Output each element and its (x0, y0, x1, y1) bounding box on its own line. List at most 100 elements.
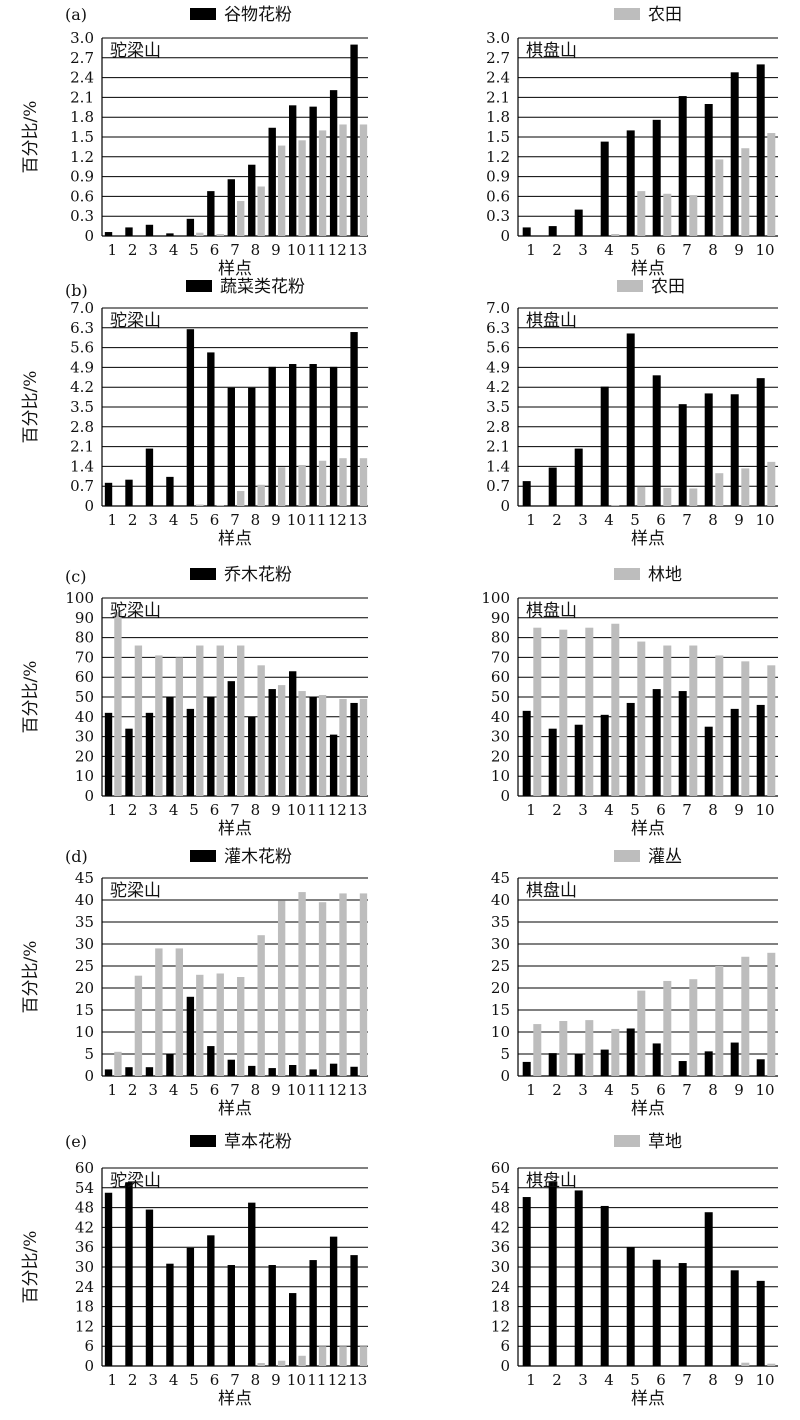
chart-3-legend-swatch (186, 280, 212, 292)
chart-2-xtick-label: 9 (734, 241, 744, 259)
chart-2-ytick-label: 0 (500, 227, 510, 245)
chart-7-ytick-label: 35 (75, 913, 94, 931)
chart-9-x-axis-label: 样点 (218, 1389, 252, 1409)
chart-10-bar-pollen (652, 1259, 661, 1366)
chart-8-ytick-label: 15 (491, 1001, 510, 1019)
chart-7-bar-pollen (145, 1067, 154, 1076)
chart-4-ytick-label: 0.7 (486, 477, 510, 495)
chart-3-xtick-label: 2 (128, 511, 138, 529)
chart-3-bar-pollen (350, 332, 358, 506)
chart-3-bar-pollen (289, 364, 297, 506)
chart-5-xtick-label: 3 (148, 801, 158, 819)
chart-6-bar-pollen (756, 704, 765, 796)
chart-1-xtick-label: 1 (107, 241, 117, 259)
chart-3-panel-label: (b) (65, 281, 88, 300)
chart-6-xtick-label: 3 (578, 801, 588, 819)
chart-1-bar-pollen (350, 44, 358, 236)
chart-8-bar-pollen (626, 1028, 635, 1076)
chart-10-ytick-label: 12 (491, 1317, 510, 1335)
chart-6-bar-vegetation (637, 641, 646, 796)
chart-5-y-axis-label: 百分比/% (21, 661, 41, 734)
chart-3-ytick-label: 5.6 (70, 339, 94, 357)
chart-2-xtick-label: 2 (552, 241, 562, 259)
chart-6-ytick-label: 60 (491, 668, 510, 686)
chart-2-bar-pollen (600, 141, 609, 236)
chart-6-ytick-label: 40 (491, 708, 510, 726)
chart-7-xtick-label: 7 (230, 1081, 240, 1099)
chart-5-bar-vegetation (155, 655, 163, 796)
chart-5-xtick-label: 2 (128, 801, 138, 819)
chart-7-bar-vegetation (277, 900, 286, 1076)
chart-5-xtick-label: 11 (307, 801, 326, 819)
chart-5-bar-pollen (145, 712, 154, 796)
chart-5-ytick-label: 80 (75, 629, 94, 647)
chart-1-bar-vegetation (257, 186, 265, 236)
chart-8-bar-pollen (522, 1061, 531, 1076)
chart-1-ytick-label: 1.8 (70, 108, 94, 126)
chart-8-bar-vegetation (559, 1021, 568, 1076)
chart-6-bar-vegetation (767, 665, 776, 796)
chart-2-legend-swatch (614, 8, 640, 20)
chart-3-ytick-label: 6.3 (70, 319, 94, 337)
chart-4-ytick-label: 2.8 (486, 418, 510, 436)
chart-10-bar-pollen (574, 1190, 583, 1366)
chart-1-x-axis-label: 样点 (218, 259, 252, 279)
chart-3-xtick-label: 4 (169, 511, 179, 529)
chart-3-ytick-label: 0 (84, 497, 94, 515)
chart-2-bar-pollen (678, 96, 687, 236)
chart-2-ytick-label: 0.3 (486, 207, 510, 225)
chart-1-xtick-label: 5 (189, 241, 199, 259)
chart-4-legend-label: 农田 (651, 277, 685, 297)
chart-2-bar-pollen (704, 104, 713, 236)
chart-8-xtick-label: 3 (578, 1081, 588, 1099)
chart-4-bar-vegetation (663, 487, 672, 506)
chart-10-legend-label: 草地 (648, 1132, 682, 1152)
chart-1-xtick-label: 8 (251, 241, 261, 259)
chart-1-bar-vegetation (216, 234, 224, 236)
chart-10-bar-pollen (522, 1197, 531, 1366)
chart-7-ytick-label: 0 (84, 1067, 94, 1085)
chart-6-legend-label: 林地 (648, 565, 682, 585)
chart-10-ytick-label: 24 (491, 1278, 510, 1296)
chart-1-y-axis-label: 百分比/% (21, 101, 41, 174)
chart-3-bar-pollen (186, 329, 195, 506)
chart-7-legend-swatch (190, 850, 216, 862)
chart-2-xtick-label: 5 (630, 241, 640, 259)
chart-9-legend-label: 草本花粉 (224, 1132, 292, 1152)
chart-2-bar-vegetation (611, 234, 620, 236)
chart-8-ytick-label: 5 (500, 1045, 510, 1063)
chart-3-ytick-label: 2.8 (70, 418, 94, 436)
chart-9-bar-vegetation (257, 1363, 265, 1366)
chart-9-bar-pollen (166, 1263, 174, 1366)
chart-9-panel-label: (e) (65, 1132, 87, 1151)
chart-3-ytick-label: 1.4 (70, 457, 94, 475)
chart-8-xtick-label: 1 (526, 1081, 536, 1099)
chart-9-legend-swatch (190, 1135, 216, 1147)
chart-4-xtick-label: 8 (708, 511, 718, 529)
chart-6-xtick-label: 8 (708, 801, 718, 819)
chart-4-legend-swatch (617, 280, 643, 292)
chart-6-xtick-label: 1 (526, 801, 536, 819)
chart-6-site-name: 棋盘山 (526, 601, 577, 621)
chart-6-bar-pollen (626, 702, 635, 796)
chart-3-xtick-label: 11 (307, 511, 326, 529)
chart-7-bar-vegetation (298, 892, 306, 1076)
chart-7-xtick-label: 6 (210, 1081, 220, 1099)
chart-3-bar-pollen (227, 387, 235, 506)
chart-10-xtick-label: 3 (578, 1371, 588, 1389)
chart-5-xtick-label: 8 (251, 801, 261, 819)
chart-10-ytick-label: 60 (491, 1159, 510, 1177)
chart-7-bar-pollen (207, 1046, 215, 1076)
chart-9-bar-pollen (104, 1192, 113, 1366)
chart-6-legend-swatch (614, 568, 640, 580)
chart-9-bar-pollen (125, 1182, 133, 1366)
chart-5-bar-pollen (329, 734, 338, 796)
chart-8-ytick-label: 30 (491, 935, 510, 953)
chart-4-bar-vegetation (741, 468, 750, 506)
chart-3-bar-vegetation (237, 491, 245, 506)
chart-10-site-name: 棋盘山 (526, 1171, 577, 1191)
chart-8-bar-vegetation (767, 952, 776, 1076)
chart-3-bar-vegetation (216, 505, 224, 506)
chart-5-bar-pollen (104, 712, 113, 796)
chart-1-bar-vegetation (359, 124, 368, 236)
